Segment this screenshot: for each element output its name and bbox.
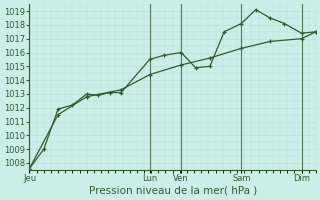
X-axis label: Pression niveau de la mer( hPa ): Pression niveau de la mer( hPa ): [89, 186, 257, 196]
